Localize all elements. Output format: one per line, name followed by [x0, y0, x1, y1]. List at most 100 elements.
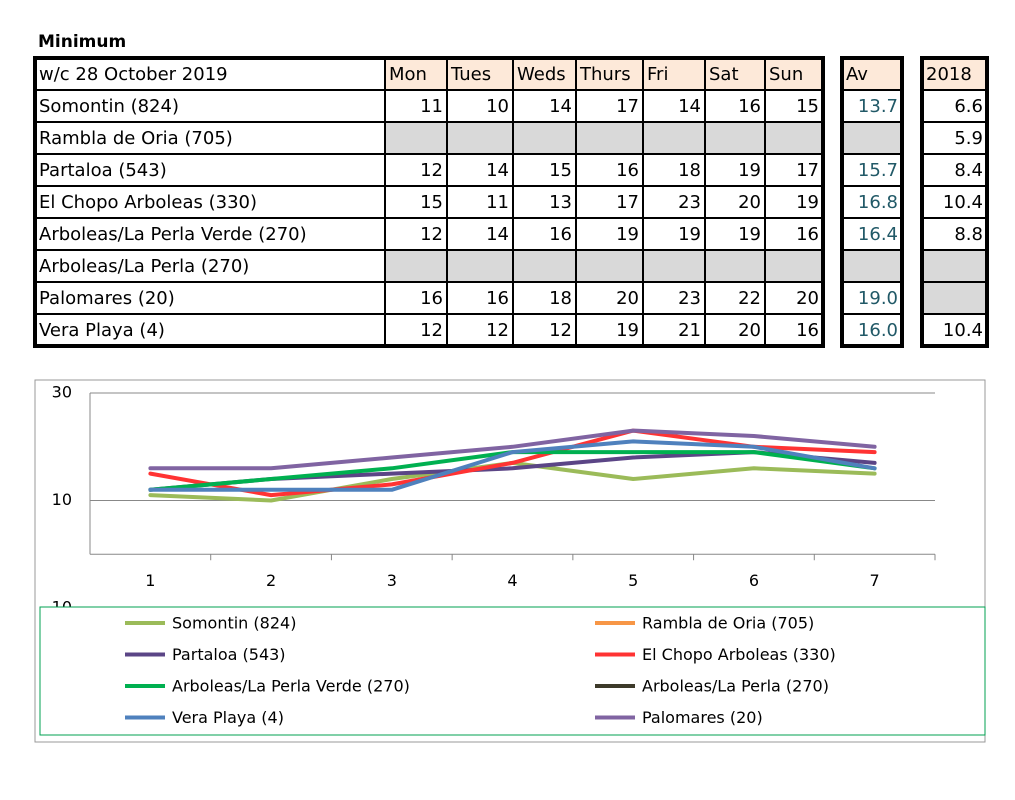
cell-value: 15: [420, 192, 443, 213]
cell-value: 17: [796, 160, 819, 181]
table-cell: [764, 217, 824, 251]
cell-value: 12: [420, 160, 443, 181]
x-tick-label: 4: [507, 571, 517, 590]
table-cell: [575, 185, 644, 219]
cell-value: 10.4: [943, 320, 983, 341]
column-header: Sun: [769, 64, 803, 85]
cell-value: 11: [486, 192, 509, 213]
table-cell: [841, 249, 903, 283]
legend-label: Somontin (824): [172, 614, 296, 633]
cell-value: 16: [486, 288, 509, 309]
table-cell: [446, 281, 514, 315]
legend: [39, 606, 986, 736]
legend-label: Rambla de Oria (705): [642, 614, 814, 633]
table-cell: [384, 249, 448, 283]
legend-label: Arboleas/La Perla (270): [642, 677, 829, 696]
table-frame: [840, 56, 904, 348]
table-cell: [575, 249, 644, 283]
row-label: El Chopo Arboleas (330): [39, 192, 257, 213]
column-header: 2018: [926, 64, 972, 85]
x-tick-label: 7: [870, 571, 880, 590]
y-tick-label: 10: [52, 490, 72, 509]
cell-value: 13.7: [858, 96, 898, 117]
cell-value: 19: [616, 224, 639, 245]
x-tick-label: 6: [749, 571, 759, 590]
cell-value: 19: [738, 224, 761, 245]
cell-value: 16.0: [858, 320, 898, 341]
row-label: Arboleas/La Perla (270): [39, 256, 249, 277]
table-cell: [704, 249, 766, 283]
table-cell: [841, 89, 903, 123]
cell-value: 20: [796, 288, 819, 309]
cell-value: 16: [549, 224, 572, 245]
cell-value: 10: [486, 96, 509, 117]
cell-value: 16.8: [858, 192, 898, 213]
cell-value: 18: [678, 160, 701, 181]
table-cell: [921, 281, 988, 315]
table-cell: [704, 121, 766, 155]
cell-value: 18: [549, 288, 572, 309]
legend-label: Arboleas/La Perla Verde (270): [172, 677, 410, 696]
cell-value: 12: [549, 320, 572, 341]
row-label: Vera Playa (4): [39, 320, 165, 341]
table-cell: [841, 153, 903, 187]
cell-value: 5.9: [954, 128, 983, 149]
table-cell: [764, 121, 824, 155]
table-cell: [34, 153, 386, 187]
cell-value: 14: [678, 96, 701, 117]
column-header: Weds: [517, 64, 566, 85]
cell-value: 19: [738, 160, 761, 181]
table-cell: [764, 57, 824, 91]
table-cell: [34, 281, 386, 315]
cell-value: 19: [796, 192, 819, 213]
cell-value: 16: [796, 224, 819, 245]
cell-value: 16: [738, 96, 761, 117]
table-cell: [512, 313, 577, 347]
cell-value: 11: [420, 96, 443, 117]
table-cell: [642, 249, 706, 283]
cell-value: 19: [678, 224, 701, 245]
table-cell: [512, 217, 577, 251]
cell-value: 19: [616, 320, 639, 341]
cell-value: 20: [738, 192, 761, 213]
table-cell: [841, 121, 903, 155]
table-cell: [575, 121, 644, 155]
table-cell: [642, 217, 706, 251]
table-cell: [704, 153, 766, 187]
table-cell: [921, 249, 988, 283]
cell-value: 20: [738, 320, 761, 341]
table-cell: [575, 313, 644, 347]
table-frame: [33, 56, 825, 348]
y-tick-label: 30: [52, 383, 72, 402]
cell-value: 21: [678, 320, 701, 341]
cell-value: 12: [486, 320, 509, 341]
column-header: Thurs: [579, 64, 631, 85]
table-cell: [642, 121, 706, 155]
table-cell: [704, 89, 766, 123]
column-header: Tues: [450, 64, 491, 85]
table-cell: [642, 281, 706, 315]
cell-value: 14: [486, 224, 509, 245]
table-cell: [512, 249, 577, 283]
cell-value: 12: [420, 320, 443, 341]
cell-value: 23: [678, 288, 701, 309]
table-cell: [642, 313, 706, 347]
legend-label: El Chopo Arboleas (330): [642, 645, 836, 664]
cell-value: 23: [678, 192, 701, 213]
table-cell: [446, 217, 514, 251]
table-cell: [764, 249, 824, 283]
x-tick-label: 2: [266, 571, 276, 590]
column-header: Mon: [389, 64, 427, 85]
table-cell: [764, 281, 824, 315]
table-cell: [384, 281, 448, 315]
table-cell: [704, 313, 766, 347]
cell-value: 8.8: [954, 224, 983, 245]
row-label: Rambla de Oria (705): [39, 128, 233, 149]
row-label: Palomares (20): [39, 288, 175, 309]
cell-value: 19.0: [858, 288, 898, 309]
cell-value: 8.4: [954, 160, 983, 181]
cell-value: 16: [420, 288, 443, 309]
cell-value: 14: [486, 160, 509, 181]
